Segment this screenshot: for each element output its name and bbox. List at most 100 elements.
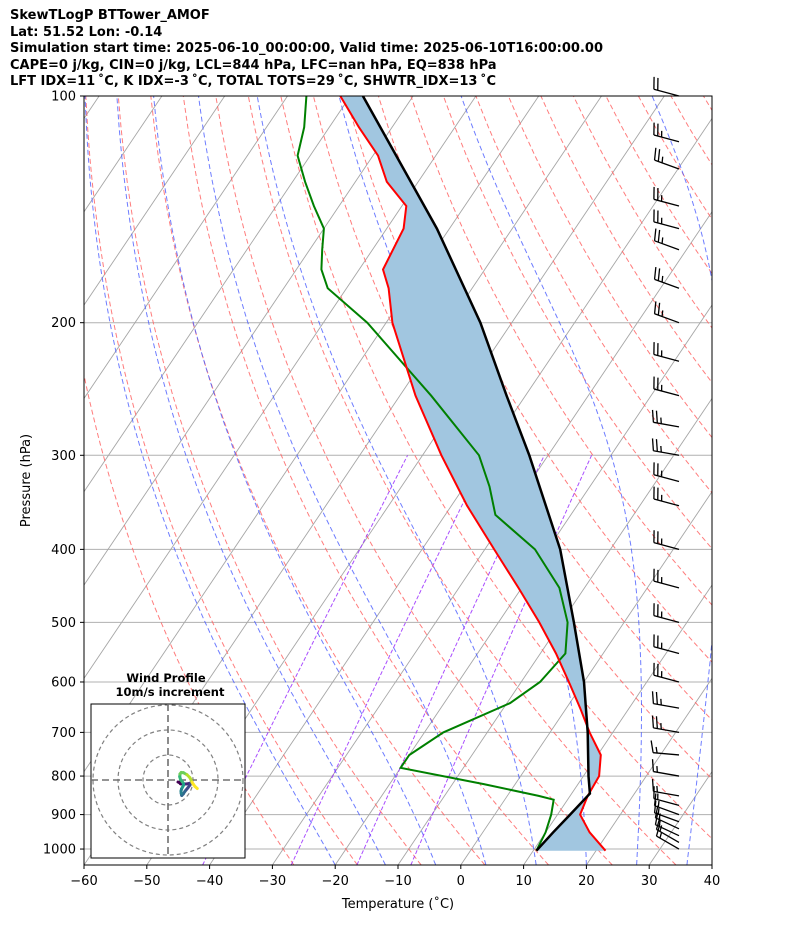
x-tick-label: 10 <box>515 874 532 889</box>
dry-adiabat-line <box>150 96 486 865</box>
moist-adiabat-line <box>116 96 386 865</box>
wind-barb <box>654 812 680 837</box>
dry-adiabat-line <box>736 96 794 865</box>
wind-barb <box>653 76 680 97</box>
x-tick-label: −30 <box>259 874 286 889</box>
wind-barb <box>651 438 680 456</box>
y-axis-label: Pressure (hPa) <box>19 434 34 527</box>
wind-barb <box>651 409 680 428</box>
dry-adiabat-line <box>117 96 422 865</box>
dry-adiabat-line <box>247 96 677 865</box>
moist-adiabat-line <box>256 96 537 865</box>
wind-barb <box>653 486 680 507</box>
location-line: Lat: 51.52 Lon: -0.14 <box>10 24 163 40</box>
wind-barb <box>651 715 680 734</box>
y-tick-label: 300 <box>51 449 76 464</box>
dry-adiabat-line <box>442 96 712 550</box>
chart-header: SkewTLogP BTTower_AMOF Lat: 51.52 Lon: -… <box>10 8 603 91</box>
wind-barb <box>653 209 680 230</box>
wind-barb <box>653 786 680 807</box>
y-tick-label: 900 <box>51 808 76 823</box>
wind-barb <box>653 147 680 170</box>
isotherm-line <box>523 584 712 865</box>
dry-adiabat-line <box>215 96 613 865</box>
moist-adiabat-line <box>84 96 336 865</box>
moist-adiabat-line <box>460 96 642 865</box>
dry-adiabat-line <box>345 96 712 721</box>
temperature-line <box>339 96 607 852</box>
dry-adiabat-line <box>312 96 712 780</box>
wind-barb <box>653 603 680 623</box>
wind-barb <box>653 568 680 589</box>
x-tick-label: −50 <box>133 874 160 889</box>
time-line: Simulation start time: 2025-06-10_00:00:… <box>10 41 603 56</box>
wind-barb <box>651 778 680 797</box>
x-tick-label: 0 <box>457 874 465 889</box>
isotherm-line <box>84 96 226 306</box>
isotherm-line <box>84 96 351 493</box>
y-tick-label: 200 <box>51 316 76 331</box>
dry-adiabat-line <box>670 96 712 166</box>
mixing-ratio-line <box>202 455 409 865</box>
x-tick-label: −20 <box>321 874 348 889</box>
x-tick-label: 40 <box>704 874 721 889</box>
isotherm-line <box>84 96 477 680</box>
wind-barb <box>653 342 680 362</box>
dry-adiabat-line <box>768 96 794 865</box>
isotherm-line <box>84 96 288 400</box>
x-tick-label: 30 <box>641 874 658 889</box>
isotherm-line <box>586 677 712 865</box>
mixing-ratio-line <box>356 455 545 865</box>
dry-adiabat-line <box>475 96 712 494</box>
wind-barb <box>653 634 680 655</box>
moist-adiabat-line <box>153 96 437 865</box>
dry-adiabat-line <box>507 96 712 439</box>
dry-adiabat-line <box>540 96 712 384</box>
y-tick-label: 1000 <box>43 843 76 858</box>
cape-line: CAPE=0 j/kg, CIN=0 j/kg, LCL=844 hPa, LF… <box>10 57 497 73</box>
isotherm-line <box>84 96 414 586</box>
y-tick-label: 500 <box>51 616 76 631</box>
dry-adiabat-line <box>702 96 712 112</box>
y-tick-label: 600 <box>51 675 76 690</box>
hodograph-segment <box>193 785 199 790</box>
wind-barb <box>653 122 680 143</box>
dry-adiabat-line <box>182 96 549 865</box>
parcel-area-fill <box>340 96 606 851</box>
y-tick-label: 800 <box>51 770 76 785</box>
dry-adiabat-line <box>84 372 295 865</box>
x-tick-label: −40 <box>196 874 223 889</box>
dry-adiabat-line <box>377 96 712 663</box>
isotherm-line <box>334 304 712 865</box>
isotherm-line <box>397 397 712 865</box>
isotherm-line <box>775 96 794 865</box>
wind-barb <box>651 691 680 709</box>
wind-barb <box>650 740 680 756</box>
x-tick-label: 20 <box>578 874 595 889</box>
wind-barb <box>651 759 680 777</box>
mixing-ratio-line <box>410 455 593 865</box>
dry-adiabat-line <box>410 96 712 606</box>
moist-adiabat-line <box>198 96 487 865</box>
y-tick-label: 100 <box>51 90 76 105</box>
mixing-ratio-line <box>290 455 487 865</box>
wind-barb <box>653 462 680 483</box>
wind-barb <box>653 301 680 324</box>
x-tick-label: −10 <box>384 874 411 889</box>
isotherm-line <box>460 490 712 865</box>
wind-barb <box>653 800 680 823</box>
x-axis-label: Temperature (˚C) <box>341 896 454 912</box>
wind-barb <box>653 266 680 289</box>
wind-barb <box>653 662 680 683</box>
isotherm-line <box>711 864 712 865</box>
parcel-profile-line <box>361 96 592 852</box>
dry-adiabat-line <box>85 96 358 865</box>
moist-adiabat-line <box>651 96 712 865</box>
dewpoint-line <box>296 96 569 852</box>
x-tick-label: −60 <box>70 874 97 889</box>
wind-barb <box>653 376 680 397</box>
y-tick-label: 400 <box>51 543 76 558</box>
dry-adiabat-line <box>637 96 712 221</box>
dry-adiabat-line <box>280 96 712 840</box>
